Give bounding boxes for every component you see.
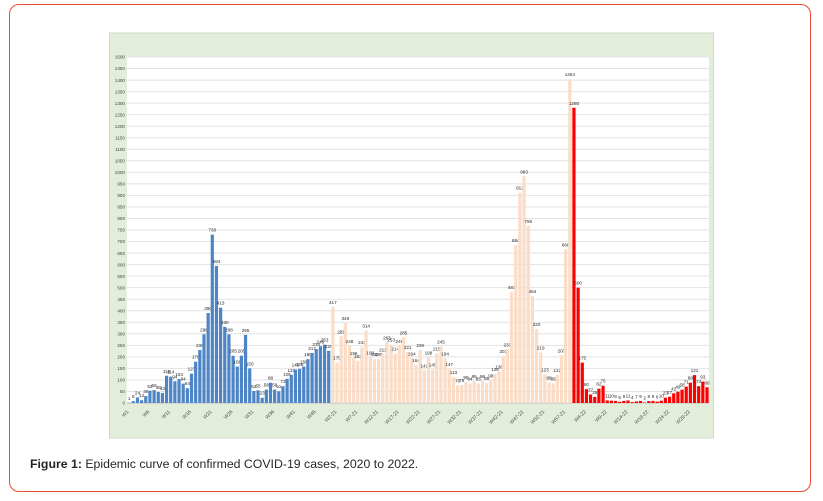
svg-text:600: 600 bbox=[117, 262, 125, 267]
svg-text:2: 2 bbox=[643, 396, 646, 401]
svg-text:250: 250 bbox=[117, 343, 125, 348]
svg-text:229: 229 bbox=[416, 343, 424, 348]
svg-text:550: 550 bbox=[117, 274, 125, 279]
svg-text:1404: 1404 bbox=[565, 72, 576, 77]
svg-text:1: 1 bbox=[128, 396, 131, 401]
svg-text:51: 51 bbox=[276, 384, 282, 389]
svg-text:253: 253 bbox=[387, 338, 395, 343]
svg-text:1300: 1300 bbox=[115, 101, 126, 106]
svg-text:88: 88 bbox=[268, 376, 274, 381]
svg-text:314: 314 bbox=[362, 324, 370, 329]
svg-text:253: 253 bbox=[321, 338, 329, 343]
svg-text:7: 7 bbox=[635, 394, 638, 399]
svg-text:1500: 1500 bbox=[115, 55, 126, 60]
svg-text:43: 43 bbox=[160, 386, 166, 391]
svg-text:850: 850 bbox=[117, 205, 125, 210]
svg-text:300: 300 bbox=[117, 332, 125, 337]
svg-text:150: 150 bbox=[117, 366, 125, 371]
svg-text:1200: 1200 bbox=[115, 124, 126, 129]
svg-text:295: 295 bbox=[242, 328, 250, 333]
svg-text:1000: 1000 bbox=[115, 170, 126, 175]
svg-text:93: 93 bbox=[700, 375, 706, 380]
svg-text:1450: 1450 bbox=[115, 66, 126, 71]
svg-text:700: 700 bbox=[117, 239, 125, 244]
svg-text:150: 150 bbox=[246, 361, 254, 366]
svg-text:85: 85 bbox=[551, 376, 557, 381]
svg-text:730: 730 bbox=[208, 228, 216, 233]
svg-text:650: 650 bbox=[117, 251, 125, 256]
svg-text:73: 73 bbox=[696, 379, 702, 384]
svg-text:500: 500 bbox=[117, 285, 125, 290]
svg-text:417: 417 bbox=[329, 300, 337, 305]
svg-text:330: 330 bbox=[221, 320, 229, 325]
svg-text:50: 50 bbox=[120, 389, 126, 394]
svg-text:1280: 1280 bbox=[569, 101, 580, 106]
svg-text:219: 219 bbox=[537, 345, 545, 350]
svg-text:900: 900 bbox=[117, 193, 125, 198]
svg-text:121: 121 bbox=[691, 368, 699, 373]
svg-text:768: 768 bbox=[524, 219, 532, 224]
svg-text:100: 100 bbox=[117, 378, 125, 383]
svg-text:4: 4 bbox=[631, 395, 634, 400]
svg-text:113: 113 bbox=[450, 370, 458, 375]
svg-text:248: 248 bbox=[346, 339, 354, 344]
svg-text:346: 346 bbox=[341, 316, 349, 321]
svg-text:464: 464 bbox=[529, 289, 537, 294]
svg-text:0: 0 bbox=[122, 401, 125, 406]
svg-text:1400: 1400 bbox=[115, 78, 126, 83]
svg-text:413: 413 bbox=[217, 301, 225, 306]
svg-text:1250: 1250 bbox=[115, 112, 126, 117]
svg-text:9: 9 bbox=[614, 394, 617, 399]
svg-text:205: 205 bbox=[229, 349, 237, 354]
svg-text:983: 983 bbox=[520, 169, 528, 174]
svg-text:320: 320 bbox=[533, 322, 541, 327]
svg-text:400: 400 bbox=[117, 308, 125, 313]
svg-text:5: 5 bbox=[618, 395, 621, 400]
svg-text:950: 950 bbox=[117, 182, 125, 187]
svg-text:60: 60 bbox=[584, 382, 590, 387]
svg-text:98: 98 bbox=[488, 373, 494, 378]
svg-text:1150: 1150 bbox=[115, 135, 125, 140]
svg-text:750: 750 bbox=[117, 228, 125, 233]
svg-text:123: 123 bbox=[541, 368, 549, 373]
svg-text:194: 194 bbox=[408, 351, 416, 356]
svg-text:298: 298 bbox=[225, 327, 233, 332]
svg-text:221: 221 bbox=[404, 345, 412, 350]
svg-text:8: 8 bbox=[648, 394, 651, 399]
svg-text:73: 73 bbox=[280, 379, 286, 384]
svg-text:88: 88 bbox=[688, 376, 694, 381]
svg-text:198: 198 bbox=[425, 350, 433, 355]
svg-text:58: 58 bbox=[264, 383, 270, 388]
svg-text:30: 30 bbox=[143, 389, 149, 394]
svg-text:450: 450 bbox=[117, 297, 125, 302]
svg-text:594: 594 bbox=[213, 259, 221, 264]
svg-text:285: 285 bbox=[400, 330, 408, 335]
svg-text:55: 55 bbox=[255, 383, 261, 388]
svg-text:1100: 1100 bbox=[115, 147, 125, 152]
svg-text:500: 500 bbox=[574, 281, 582, 286]
svg-text:245: 245 bbox=[437, 339, 445, 344]
svg-text:1350: 1350 bbox=[115, 89, 126, 94]
svg-text:194: 194 bbox=[441, 351, 449, 356]
svg-text:75: 75 bbox=[601, 379, 607, 384]
svg-text:9: 9 bbox=[639, 394, 642, 399]
svg-text:800: 800 bbox=[117, 216, 125, 221]
svg-text:9: 9 bbox=[652, 394, 655, 399]
svg-text:64: 64 bbox=[185, 381, 191, 386]
svg-text:175: 175 bbox=[578, 356, 586, 361]
svg-text:1050: 1050 bbox=[115, 159, 126, 164]
svg-text:23: 23 bbox=[260, 391, 266, 396]
svg-text:200: 200 bbox=[117, 355, 125, 360]
svg-text:350: 350 bbox=[117, 320, 125, 325]
svg-text:68: 68 bbox=[704, 380, 710, 385]
svg-text:147: 147 bbox=[445, 362, 453, 367]
svg-text:26: 26 bbox=[592, 390, 598, 395]
